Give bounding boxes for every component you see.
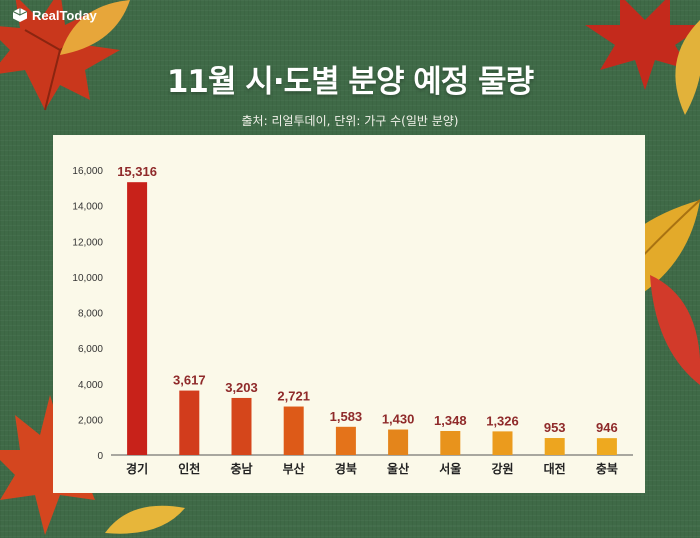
- x-tick-label: 경기: [126, 461, 148, 476]
- bar-경북: [335, 426, 356, 455]
- data-label: 3,617: [173, 373, 206, 388]
- bar-강원: [492, 431, 513, 455]
- y-tick-label: 0: [97, 451, 103, 462]
- yellow-leaf-right-edge-decoration: [675, 20, 700, 115]
- y-tick-label: 8,000: [78, 309, 103, 320]
- y-tick-label: 2,000: [78, 415, 103, 426]
- data-label: 3,203: [225, 380, 258, 395]
- y-tick-label: 16,000: [72, 166, 103, 177]
- data-label: 1,326: [486, 413, 519, 428]
- x-tick-label: 대전: [544, 461, 566, 476]
- y-tick-label: 14,000: [72, 202, 103, 213]
- brand-logo: RealToday: [12, 7, 97, 23]
- bar-충북: [596, 438, 617, 455]
- data-label: 1,348: [434, 413, 467, 428]
- brand-name: RealToday: [32, 7, 97, 23]
- data-label: 15,316: [117, 164, 157, 179]
- y-tick-label: 6,000: [78, 344, 103, 355]
- x-tick-label: 울산: [387, 461, 409, 476]
- data-label: 1,430: [382, 412, 415, 427]
- bar-경기: [127, 182, 148, 455]
- yellow-leaf-top-left-decoration: [60, 0, 130, 55]
- data-label: 1,583: [330, 409, 363, 424]
- data-label: 946: [596, 420, 618, 435]
- yellow-leaf-bottom-decoration: [105, 505, 185, 534]
- data-label: 953: [544, 420, 566, 435]
- y-tick-label: 10,000: [72, 273, 103, 284]
- bar-chart: 0 2,000 4,000 6,000 8,000 10,000 12,000 14,000 1…: [72, 164, 633, 476]
- chart-subtitle: 출처: 리얼투데이, 단위: 가구 수(일반 분양): [241, 114, 459, 128]
- bar-부산: [283, 406, 304, 455]
- red-leaf-right-middle-decoration: [650, 275, 700, 385]
- bar-대전: [544, 438, 565, 455]
- x-tick-label: 인천: [178, 461, 200, 476]
- x-tick-label: 충남: [230, 461, 252, 476]
- bar-울산: [388, 429, 409, 455]
- maple-leaf-top-right-decoration: [585, 0, 700, 90]
- x-tick-label: 서울: [439, 461, 461, 476]
- y-tick-label: 12,000: [72, 237, 103, 248]
- data-label: 2,721: [277, 389, 310, 404]
- bar-인천: [179, 390, 200, 455]
- brand-cube-icon: [12, 8, 28, 22]
- x-tick-label: 강원: [491, 462, 513, 476]
- y-tick-label: 4,000: [78, 380, 103, 391]
- x-tick-label: 충북: [596, 461, 618, 476]
- chart-panel: 0 2,000 4,000 6,000 8,000 10,000 12,000 14,000 1…: [53, 135, 645, 493]
- bar-충남: [231, 397, 252, 455]
- chart-title: 11월 시·도별 분양 예정 물량: [166, 64, 534, 100]
- bar-서울: [440, 430, 461, 455]
- x-tick-label: 부산: [283, 461, 305, 476]
- x-tick-label: 경북: [335, 462, 357, 476]
